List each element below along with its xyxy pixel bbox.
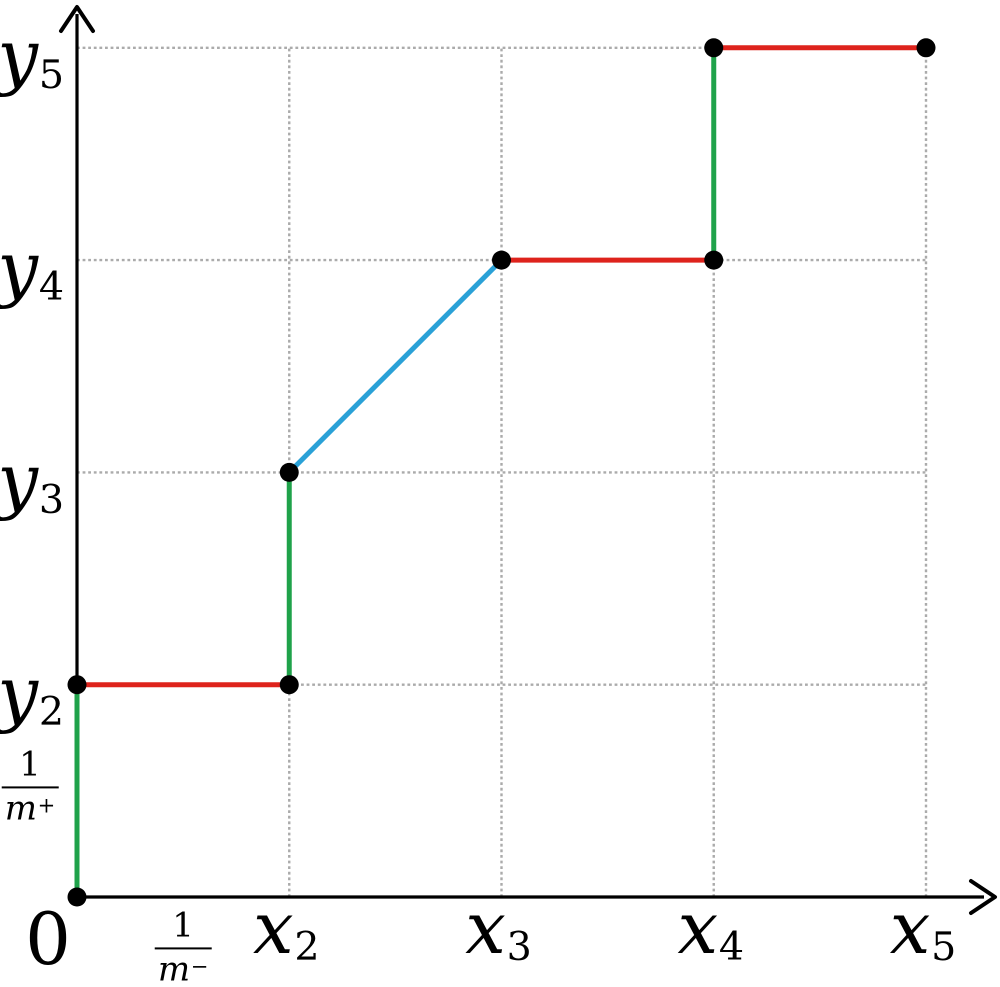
data-point (67, 887, 87, 907)
data-point (704, 38, 724, 58)
x-axis-arrowhead-icon (969, 879, 997, 915)
y-axis-arrowhead-icon (59, 5, 95, 33)
data-point (916, 38, 936, 58)
data-point (492, 250, 511, 270)
data-point (279, 462, 299, 482)
data-point (67, 675, 87, 695)
data-point (704, 250, 724, 270)
curve-segment-blue (287, 258, 504, 475)
data-point (279, 675, 299, 695)
